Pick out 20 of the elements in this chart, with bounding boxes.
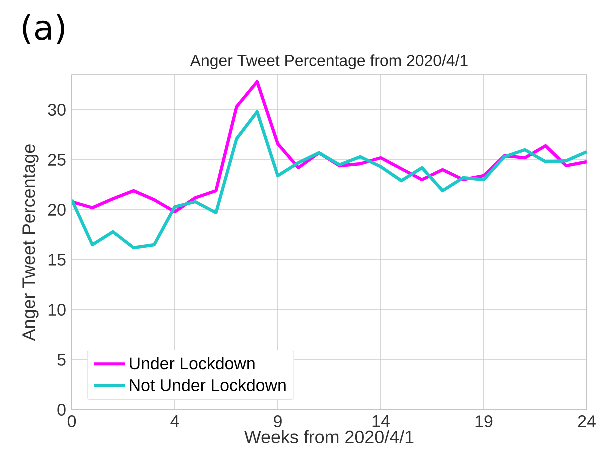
y-tick-label: 10 <box>48 304 66 316</box>
legend-label: Under Lockdown <box>130 357 255 370</box>
y-tick-label: 5 <box>58 354 66 366</box>
y-tick-label: 0 <box>58 404 66 416</box>
x-axis-title: Weeks from 2020/4/1 <box>244 430 414 444</box>
x-tick-label: 0 <box>68 416 76 428</box>
x-tick-label: 4 <box>170 416 180 428</box>
y-tick-label: 15 <box>48 254 66 266</box>
x-tick-label: 19 <box>476 416 493 428</box>
x-tick-label: 9 <box>274 416 282 428</box>
chart-title: Anger Tweet Percentage from 2020/4/1 <box>190 54 468 70</box>
text: (a) <box>23 14 64 44</box>
line-series <box>72 110 588 250</box>
y-axis-title: Anger Tweet Percentage <box>22 144 39 342</box>
y-tick-label: 25 <box>48 154 66 166</box>
x-tick-label: 14 <box>372 416 390 428</box>
legend-label: Not Under Lockdown <box>130 379 286 392</box>
y-tick-label: 30 <box>48 104 66 116</box>
y-tick-label: 20 <box>48 204 66 216</box>
x-tick-label: 24 <box>578 416 596 428</box>
